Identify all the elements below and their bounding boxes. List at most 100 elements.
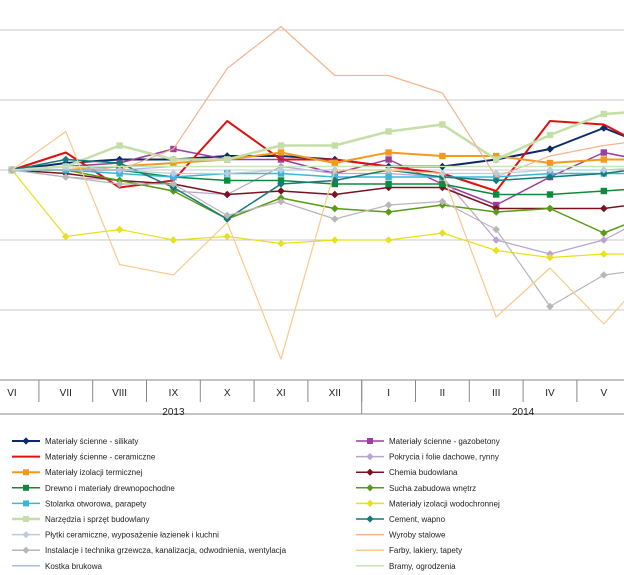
data-point [546,191,554,198]
data-point [600,271,608,279]
x-tick-label: IV [545,388,555,399]
legend-item-stolarka-otworowa-parapety: Stolarka otworowa, parapety [12,499,146,508]
data-point [385,180,392,188]
series-materialy-izolacji-wodochronnej [8,166,624,262]
legend-label: Materiały ścienne - gazobetony [389,437,500,446]
legend-item-materialy-scienne-gazobetony: Materiały ścienne - gazobetony [356,437,500,446]
legend-swatch-marker [23,516,29,522]
x-tick-label: I [387,388,390,399]
data-point [331,142,338,149]
legend-item-materialy-izolacji-termicznej: Materiały izolacji termicznej [12,468,143,477]
data-point [492,176,500,185]
legend-swatch-marker [23,469,29,476]
series-line [11,120,624,192]
data-point [169,236,178,244]
legend: Materiały ścienne - silikaty Materiały śc… [12,437,500,571]
data-point [331,236,339,244]
legend-swatch-marker [22,531,30,539]
data-point [439,121,446,128]
x-tick-label: V [600,388,607,399]
data-point [331,215,339,223]
data-point [600,156,607,163]
data-point [170,156,177,163]
series-line [11,165,624,171]
legend-swatch-marker [366,468,374,476]
series-sucha-zabudowa-wnetrz [8,166,624,237]
data-point [277,166,285,174]
x-tick-label: X [224,388,231,399]
legend-label: Pokrycia i folie dachowe, rynny [389,453,499,462]
legend-swatch-marker [366,484,374,492]
legend-label: Narzędzia i sprzęt budowlany [45,515,150,524]
data-point [492,246,500,255]
series-instalacje-i-technika-grzewcza-kanalizacja-odwodnienia-wentylacja [8,166,624,311]
year-label: 2014 [512,407,535,418]
legend-item-instalacje-i-technika-grzewcza-kanalizacja-odwodnienia-wentylacja: Instalacje i technika grzewcza, kanaliza… [12,546,287,555]
legend-label: Farby, lakiery, tapety [389,546,462,555]
data-point [438,197,447,206]
legend-item-bramy-ogrodzenia: Bramy, ogrodzenia [356,562,456,571]
data-point [546,159,554,167]
data-point [546,173,554,181]
data-point [170,159,177,167]
series-wyroby-stalowe [12,25,624,178]
series-line [12,25,624,178]
legend-label: Chemia budowlana [389,468,458,477]
legend-item-chemia-budowlana: Chemia budowlana [356,468,458,477]
legend-swatch-marker [22,437,30,445]
data-point [438,229,447,237]
data-point [600,187,607,195]
data-point [62,232,70,241]
legend-label: Wyroby stalowe [389,531,446,540]
legend-label: Materiały ścienne - ceramiczne [45,453,156,462]
year-label: 2013 [162,407,185,418]
data-point [493,156,500,163]
legend-label: Bramy, ogrodzenia [389,562,456,571]
data-point [546,204,554,213]
data-point [439,180,446,188]
series-bramy-ogrodzenia [11,165,624,171]
data-point [62,155,70,164]
series-farby-lakiery-tapety [11,130,624,360]
data-point [385,149,392,156]
legend-swatch-marker [23,484,29,491]
data-point [169,169,178,178]
series-line [11,169,624,308]
data-point [62,173,70,181]
x-axis: VIVIIVIIIIXXXIXIIIIIIIIIVVVI20132014 [0,379,624,418]
data-point [493,152,500,160]
legend-swatch-marker [23,500,29,507]
x-tick-label: VIII [112,388,127,399]
x-tick-label: IX [169,388,179,399]
legend-item-farby-lakiery-tapety: Farby, lakiery, tapety [356,546,462,555]
x-tick-label: XI [276,388,285,399]
legend-label: Drewno i materiały drewnopochodne [45,484,175,493]
data-point [492,236,500,244]
legend-label: Materiały izolacji wodochronnej [389,499,500,508]
data-point [277,142,285,149]
legend-label: Płytki ceramiczne, wyposażenie łazienek … [45,531,219,540]
series-line [11,130,624,360]
data-point [384,201,393,209]
legend-swatch-marker [367,438,373,444]
data-point [600,110,607,118]
legend-item-narzedzia-i-sprzet-budowlany: Narzędzia i sprzęt budowlany [12,515,150,524]
data-point [223,211,231,220]
data-point [224,177,231,184]
legend-item-sucha-zabudowa-wnetrz: Sucha zabudowa wnętrz [356,484,476,493]
legend-item-materialy-scienne-silikaty: Materiały ścienne - silikaty [12,437,138,446]
data-point [546,145,554,153]
data-point [546,166,554,174]
legend-label: Kostka brukowa [45,562,102,571]
legend-swatch-marker [366,499,374,507]
data-point [600,236,608,244]
data-point [277,149,285,156]
legend-item-cement-wapno: Cement, wapno [356,515,446,524]
data-point [115,180,124,188]
data-point [116,142,123,149]
data-point [384,236,393,244]
legend-swatch-marker [22,546,30,554]
data-point [385,173,392,181]
data-point [277,180,285,188]
